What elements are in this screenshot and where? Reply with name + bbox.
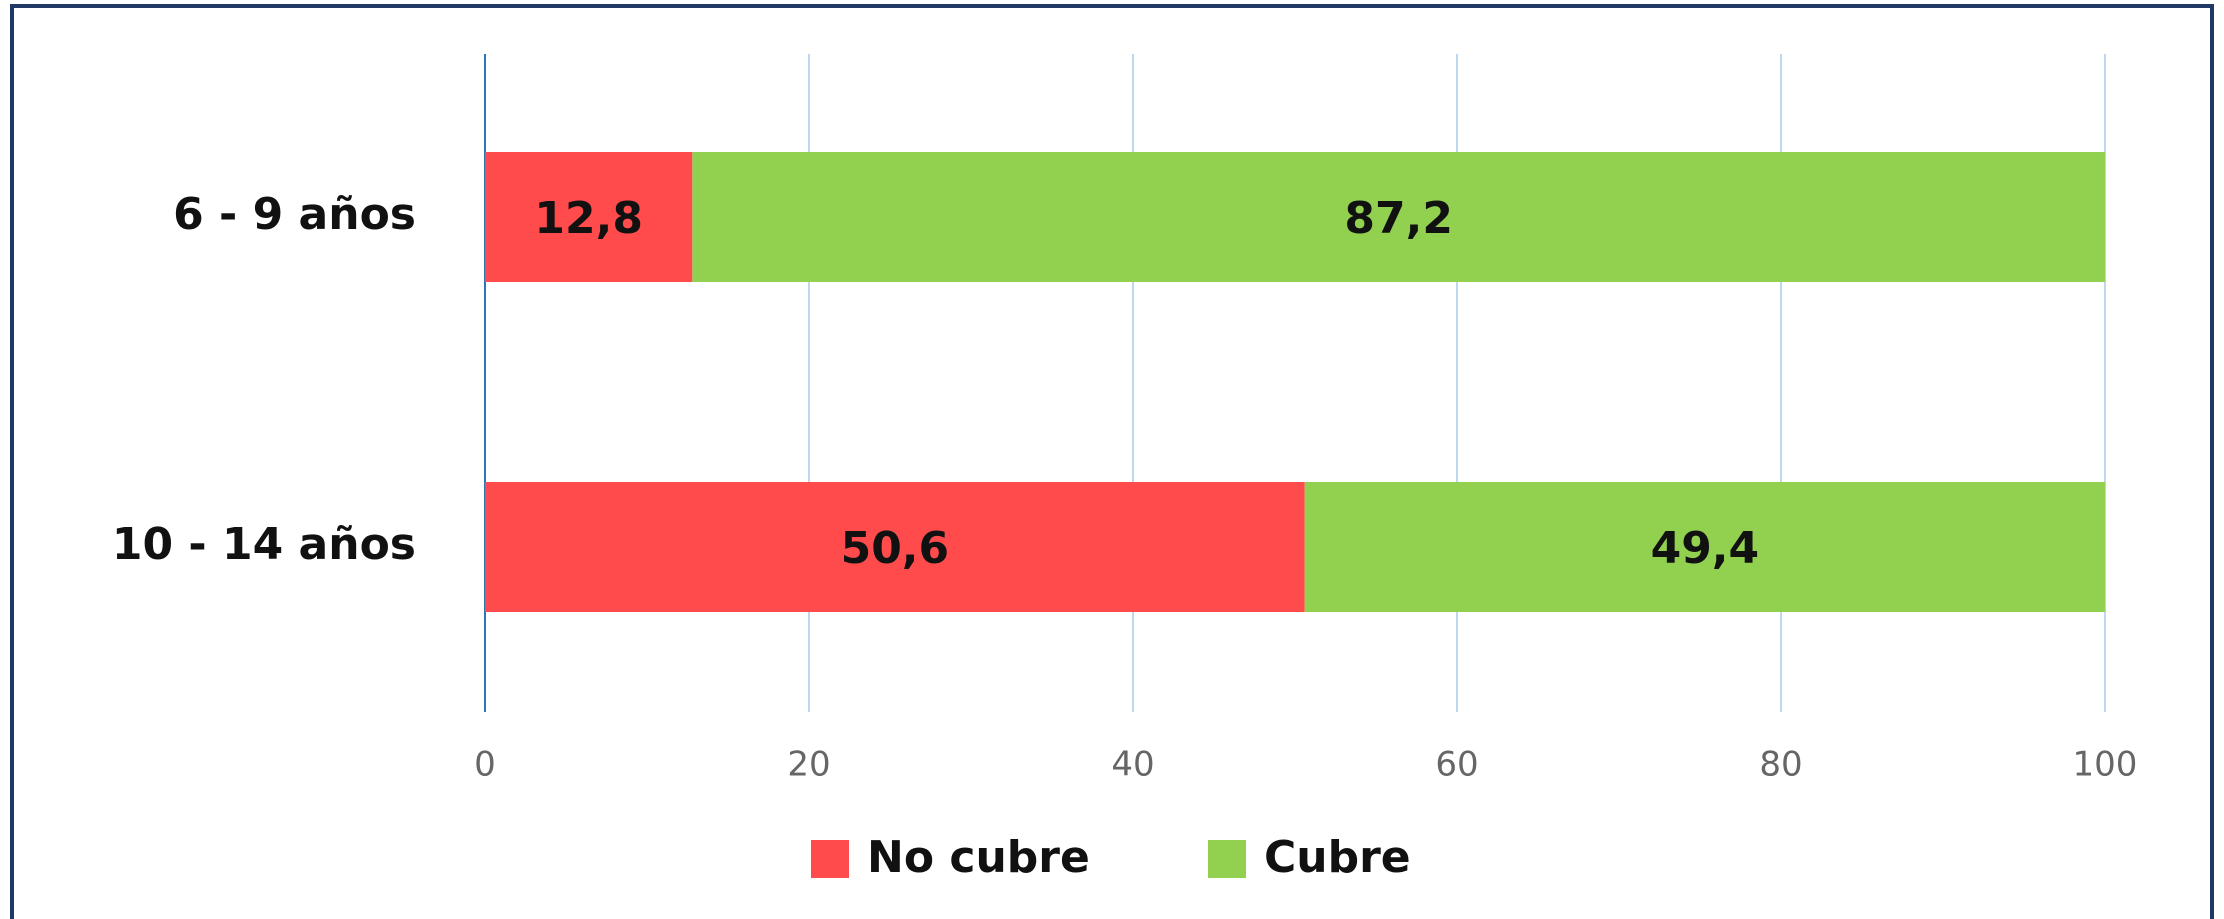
legend-swatch [811, 840, 849, 878]
data-label: 12,8 [534, 193, 643, 244]
y-tick-label: 10 - 14 años [112, 519, 416, 570]
x-tick-label: 0 [474, 745, 496, 785]
data-label: 50,6 [841, 523, 950, 574]
x-tick-label: 20 [787, 745, 830, 785]
bar-segment [1304, 482, 2105, 612]
legend-label: Cubre [1264, 832, 1411, 883]
legend-label: No cubre [867, 832, 1090, 883]
x-tick-label: 100 [2073, 745, 2138, 785]
frame [10, 4, 2214, 919]
y-tick-label: 6 - 9 años [173, 189, 416, 240]
data-label: 49,4 [1651, 523, 1760, 574]
bar-segment [485, 482, 1305, 612]
data-label: 87,2 [1344, 193, 1453, 244]
bar-segment [485, 152, 693, 282]
x-tick-label: 60 [1435, 745, 1478, 785]
x-tick-label: 80 [1759, 745, 1802, 785]
bar-segment [692, 152, 2105, 282]
x-tick-label: 40 [1111, 745, 1154, 785]
legend-swatch [1208, 840, 1246, 878]
